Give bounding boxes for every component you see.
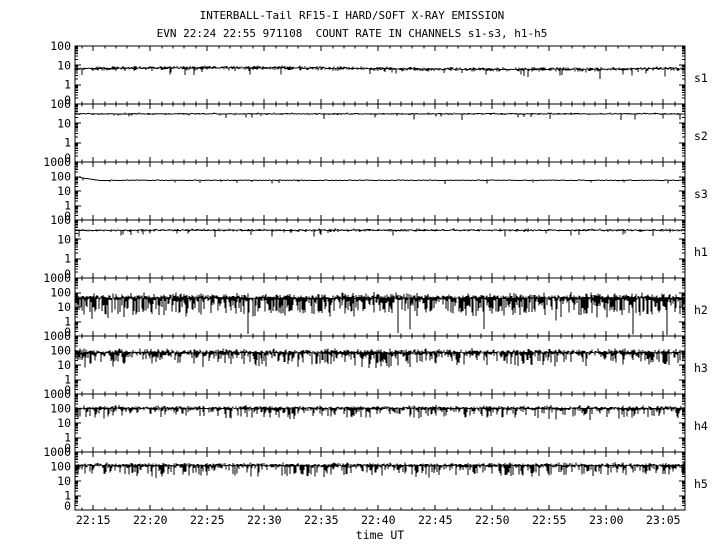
y-tick-label: 100: [50, 97, 71, 111]
channel-label-h4: h4: [694, 419, 708, 433]
y-tick-label: 1: [64, 252, 71, 266]
y-tick-label: 1000: [43, 155, 71, 169]
y-tick-label: 0: [64, 209, 71, 223]
y-tick-label: 100: [50, 213, 71, 227]
y-tick-label: 10: [57, 300, 71, 314]
trace-s2: [75, 112, 685, 120]
x-tick-label: 22:15: [76, 513, 111, 527]
y-tick-label: 10: [57, 232, 71, 246]
trace-s3: [75, 176, 685, 184]
y-tick-label: 1: [64, 489, 71, 503]
y-tick-label: 0: [64, 151, 71, 165]
panel-frame-s3: [74, 161, 686, 221]
panel-frame-h3: [74, 335, 686, 395]
panel-frame-h5: [74, 451, 686, 511]
y-tick-label: 100: [50, 460, 71, 474]
x-tick-label: 22:25: [190, 513, 225, 527]
y-tick-label: 100: [50, 170, 71, 184]
panel-frame-h4: [74, 393, 686, 453]
channel-label-s2: s2: [694, 129, 708, 143]
x-tick-label: 23:05: [646, 513, 681, 527]
x-tick-label: 22:55: [532, 513, 567, 527]
y-tick-label: 100: [50, 344, 71, 358]
y-tick-label: 10: [57, 416, 71, 430]
y-tick-label: 1: [64, 199, 71, 213]
x-tick-label: 22:30: [247, 513, 282, 527]
panel-frame-s2: [74, 103, 686, 163]
trace-s1: [75, 65, 685, 80]
y-tick-label: 1: [64, 373, 71, 387]
panel-frame-s1: [74, 45, 686, 105]
channel-label-h5: h5: [694, 477, 708, 491]
channel-label-h2: h2: [694, 303, 708, 317]
figure-subtitle: EVN 22:24 22:55 971108 COUNT RATE IN CHA…: [156, 27, 548, 40]
x-tick-label: 22:35: [304, 513, 339, 527]
y-tick-label: 1000: [43, 445, 71, 459]
y-tick-label: 10: [57, 116, 71, 130]
y-tick-label: 100: [50, 286, 71, 300]
y-tick-label: 1000: [43, 387, 71, 401]
trace-h1: [75, 228, 685, 237]
y-tick-label: 10: [57, 184, 71, 198]
channel-label-h1: h1: [694, 245, 708, 259]
y-tick-label: 10: [57, 58, 71, 72]
y-tick-label: 1000: [43, 271, 71, 285]
y-tick-label: 1: [64, 315, 71, 329]
channel-label-h3: h3: [694, 361, 708, 375]
panel-frame-h1: [74, 219, 686, 279]
y-tick-label: 0: [64, 267, 71, 281]
y-tick-label: 100: [50, 402, 71, 416]
figure-title: INTERBALL-Tail RF15-I HARD/SOFT X-RAY EM…: [199, 9, 505, 22]
y-tick-label: 0: [64, 383, 71, 397]
x-tick-label: 22:50: [475, 513, 510, 527]
y-tick-label: 1000: [43, 329, 71, 343]
x-tick-label: 22:45: [418, 513, 453, 527]
x-tick-label: 22:40: [361, 513, 396, 527]
trace-h3: [75, 348, 685, 369]
channel-label-s3: s3: [694, 187, 708, 201]
y-tick-label: 1: [64, 78, 71, 92]
channel-label-s1: s1: [694, 71, 708, 85]
y-tick-label: 100: [50, 39, 71, 53]
x-axis-label: time UT: [355, 528, 405, 542]
y-tick-label: 10: [57, 474, 71, 488]
x-tick-label: 23:00: [589, 513, 624, 527]
y-tick-label: 0: [64, 441, 71, 455]
trace-h2: [75, 291, 685, 335]
trace-h4: [75, 405, 685, 420]
y-tick-label: 0: [64, 93, 71, 107]
trace-h5: [75, 461, 685, 478]
x-tick-label: 22:20: [133, 513, 168, 527]
y-tick-label: 1: [64, 136, 71, 150]
y-tick-label: 0: [64, 325, 71, 339]
y-tick-label: 10: [57, 358, 71, 372]
y-tick-label: 0: [64, 499, 71, 513]
y-tick-label: 1: [64, 431, 71, 445]
